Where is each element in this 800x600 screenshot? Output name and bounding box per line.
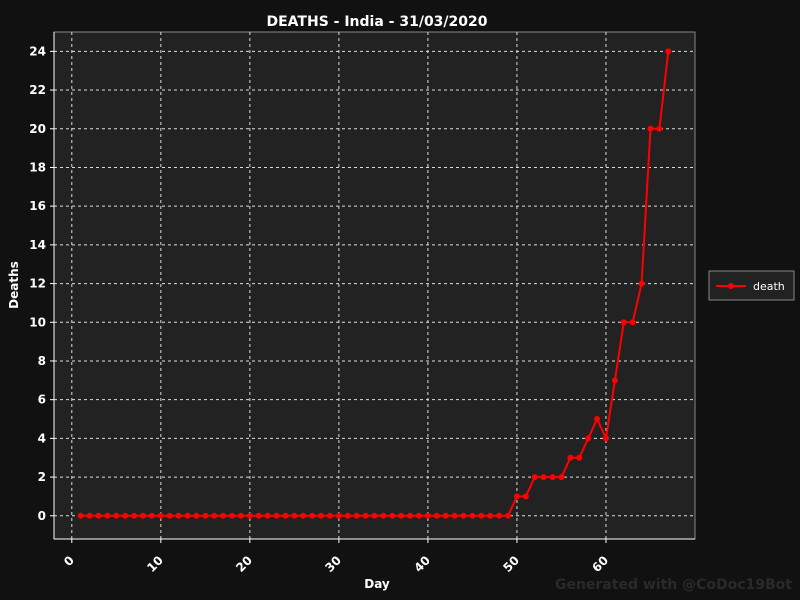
y-tick-label: 20: [29, 122, 46, 136]
x-tick-label: 0: [61, 553, 77, 569]
data-point-death: [460, 512, 467, 519]
data-point-death: [273, 512, 280, 519]
y-tick-label: 14: [29, 238, 46, 252]
legend: death: [708, 270, 795, 301]
data-point-death: [558, 474, 565, 481]
data-point-death: [549, 474, 556, 481]
data-point-death: [211, 512, 218, 519]
data-point-death: [576, 454, 583, 461]
data-point-death: [451, 512, 458, 519]
data-point-death: [335, 512, 342, 519]
x-tick-label: 10: [144, 553, 166, 575]
x-tick-label: 30: [322, 553, 344, 575]
data-point-death: [469, 512, 476, 519]
data-point-death: [416, 512, 423, 519]
data-point-death: [291, 512, 298, 519]
data-point-death: [148, 512, 155, 519]
data-point-death: [567, 454, 574, 461]
data-point-death: [505, 512, 512, 519]
y-tick-label: 6: [38, 393, 46, 407]
data-point-death: [95, 512, 102, 519]
data-point-death: [487, 512, 494, 519]
data-point-death: [629, 319, 636, 326]
y-tick-label: 16: [29, 199, 46, 213]
y-tick-label: 12: [29, 277, 46, 291]
x-tick-label: 20: [233, 553, 255, 575]
data-point-death: [77, 512, 84, 519]
data-point-death: [424, 512, 431, 519]
grid-lines: [54, 32, 695, 539]
watermark-text: Generated with @CoDoc19Bot: [555, 577, 792, 593]
data-point-death: [433, 512, 440, 519]
data-point-death: [104, 512, 111, 519]
data-point-death: [398, 512, 405, 519]
data-point-death: [407, 512, 414, 519]
data-point-death: [344, 512, 351, 519]
data-point-death: [531, 474, 538, 481]
plot-area: [53, 31, 696, 540]
x-tick-label: 40: [411, 553, 433, 575]
data-point-death: [246, 512, 253, 519]
data-point-death: [380, 512, 387, 519]
y-tick-label: 0: [38, 509, 46, 523]
data-point-death: [166, 512, 173, 519]
y-tick-label: 10: [29, 315, 46, 329]
y-tick-label: 22: [29, 83, 46, 97]
data-point-death: [647, 125, 654, 132]
data-point-death: [309, 512, 316, 519]
legend-marker-death: [728, 283, 734, 289]
data-point-death: [193, 512, 200, 519]
data-point-death: [157, 512, 164, 519]
y-tick-label: 2: [38, 470, 46, 484]
series-layer: [77, 48, 672, 519]
data-point-death: [638, 280, 645, 287]
data-point-death: [656, 125, 663, 132]
data-point-death: [665, 48, 672, 55]
x-tick-label: 50: [500, 553, 522, 575]
data-point-death: [131, 512, 138, 519]
data-point-death: [86, 512, 93, 519]
data-point-death: [389, 512, 396, 519]
x-tick-label: 60: [589, 553, 611, 575]
data-point-death: [318, 512, 325, 519]
data-point-death: [202, 512, 209, 519]
data-point-death: [594, 416, 601, 423]
data-point-death: [184, 512, 191, 519]
legend-label-death: death: [753, 280, 785, 293]
data-point-death: [229, 512, 236, 519]
data-point-death: [282, 512, 289, 519]
data-point-death: [371, 512, 378, 519]
data-point-death: [620, 319, 627, 326]
data-point-death: [255, 512, 262, 519]
y-tick-label: 8: [38, 354, 46, 368]
data-point-death: [540, 474, 547, 481]
data-point-death: [140, 512, 147, 519]
data-point-death: [442, 512, 449, 519]
data-point-death: [300, 512, 307, 519]
data-point-death: [522, 493, 529, 500]
y-tick-label: 24: [29, 44, 46, 58]
data-point-death: [585, 435, 592, 442]
data-point-death: [237, 512, 244, 519]
data-point-death: [362, 512, 369, 519]
data-point-death: [220, 512, 227, 519]
data-point-death: [353, 512, 360, 519]
data-point-death: [113, 512, 120, 519]
data-point-death: [264, 512, 271, 519]
data-point-death: [602, 435, 609, 442]
data-point-death: [496, 512, 503, 519]
data-point-death: [326, 512, 333, 519]
y-axis-label: Deaths: [7, 261, 21, 309]
chart-title: DEATHS - India - 31/03/2020: [267, 14, 488, 30]
y-tick-label: 18: [29, 160, 46, 174]
data-point-death: [611, 377, 618, 384]
y-tick-label: 4: [38, 431, 46, 445]
data-point-death: [478, 512, 485, 519]
data-point-death: [122, 512, 129, 519]
data-point-death: [513, 493, 520, 500]
data-point-death: [175, 512, 182, 519]
x-axis-label: Day: [364, 577, 390, 591]
